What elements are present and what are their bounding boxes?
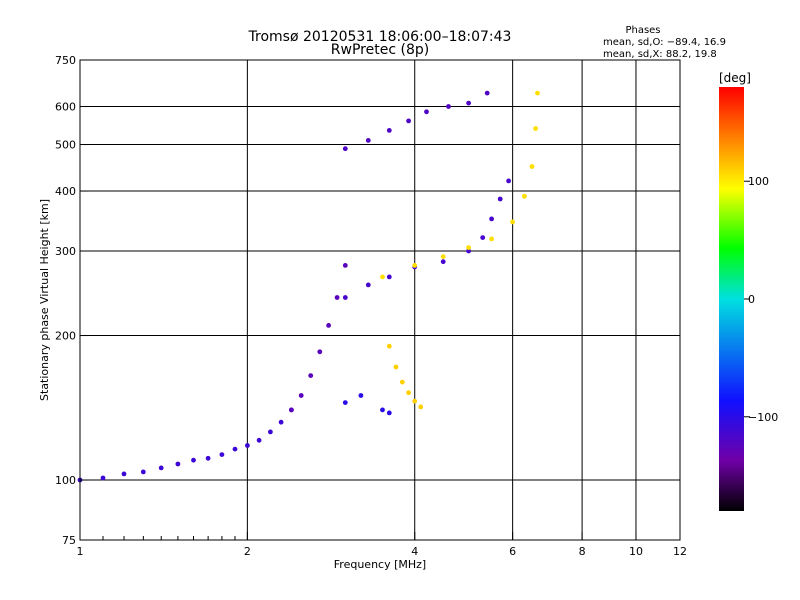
data-point	[219, 452, 225, 457]
data-point	[365, 282, 371, 288]
phases-heading: Phases	[625, 25, 660, 36]
data-point	[365, 138, 371, 143]
data-point	[480, 235, 486, 241]
data-point	[140, 469, 146, 475]
data-point	[489, 236, 494, 242]
x-tick-label: 2	[244, 545, 251, 558]
y-tick-label: 400	[55, 185, 76, 198]
colorbar-tick-label: 100	[748, 175, 769, 188]
data-point	[440, 254, 446, 259]
data-point	[386, 343, 392, 349]
data-point	[506, 178, 511, 184]
data-point	[191, 457, 196, 463]
data-point	[100, 475, 106, 481]
y-tick-label: 75	[62, 534, 76, 547]
data-point	[418, 404, 424, 410]
data-point	[358, 393, 364, 398]
data-point	[529, 164, 535, 169]
y-tick-label: 200	[55, 330, 76, 343]
phases-line-x: mean, sd,X: 88.2, 19.8	[603, 49, 717, 60]
data-point	[342, 263, 348, 268]
grid	[80, 60, 680, 540]
data-points	[77, 90, 540, 483]
data-point	[256, 437, 262, 443]
data-point	[412, 263, 418, 268]
x-tick-label: 10	[629, 545, 643, 558]
y-tick-label: 100	[55, 474, 76, 487]
data-point	[121, 471, 127, 477]
x-tick-label: 6	[509, 545, 516, 558]
plot-area	[80, 60, 680, 540]
plot-frame	[79, 59, 681, 541]
x-tick-label: 12	[673, 545, 687, 558]
data-point	[380, 274, 385, 280]
data-point	[510, 219, 515, 225]
colorbar	[719, 87, 744, 511]
colorbar-tick-label: −100	[748, 411, 778, 424]
colorbar-tick-label: 0	[748, 293, 755, 306]
data-point	[535, 90, 540, 96]
data-point	[522, 193, 527, 199]
data-point	[406, 390, 411, 396]
x-tick-label: 8	[579, 545, 586, 558]
data-point	[440, 259, 446, 265]
data-point	[232, 446, 238, 452]
y-tick-label: 600	[55, 101, 76, 114]
y-tick-label: 300	[55, 245, 76, 258]
data-point	[268, 429, 273, 435]
data-point	[175, 461, 181, 467]
colorbar-label: [deg]	[719, 71, 751, 85]
data-point	[245, 443, 250, 448]
data-point	[497, 196, 503, 202]
data-point	[412, 398, 418, 404]
data-point	[342, 295, 348, 300]
y-axis: 75 100 200 300 400 500 600 750	[55, 54, 88, 547]
colorbar-ticks: 100 0 −100	[744, 175, 778, 424]
data-point	[533, 126, 538, 131]
data-point	[386, 274, 392, 280]
data-point	[289, 407, 294, 413]
x-axis: 1 2 4 6 8 10 12	[77, 532, 687, 558]
data-point	[399, 379, 405, 385]
phases-line-o: mean, sd,O: −89.4, 16.9	[603, 37, 726, 48]
data-point	[326, 323, 331, 328]
data-point	[317, 349, 323, 355]
y-tick-label: 500	[55, 139, 76, 152]
data-point	[386, 410, 392, 416]
data-point	[484, 90, 490, 96]
data-point	[386, 127, 392, 133]
data-point	[278, 419, 284, 425]
data-point	[334, 295, 340, 300]
data-point	[466, 100, 471, 106]
data-point	[380, 407, 385, 413]
x-axis-label: Frequency [MHz]	[334, 558, 426, 571]
data-point	[446, 104, 451, 109]
data-point	[342, 146, 348, 152]
x-tick-label: 4	[411, 545, 418, 558]
data-point	[424, 109, 429, 115]
data-point	[308, 373, 314, 378]
chart-title: Tromsø 20120531 18:06:00–18:07:43	[248, 29, 512, 45]
y-tick-label: 750	[55, 54, 76, 67]
data-point	[406, 118, 411, 124]
x-tick-label: 1	[77, 545, 84, 558]
data-point	[466, 248, 471, 254]
data-point	[466, 245, 471, 251]
data-point	[393, 364, 399, 370]
chart-subtitle: RwPretec (8p)	[331, 42, 429, 58]
data-point	[205, 455, 211, 461]
y-axis-label: Stationary phase Virtual Height [km]	[38, 199, 51, 401]
data-point	[298, 393, 304, 398]
data-point	[158, 465, 164, 471]
data-point	[342, 400, 348, 405]
data-point	[489, 216, 494, 222]
